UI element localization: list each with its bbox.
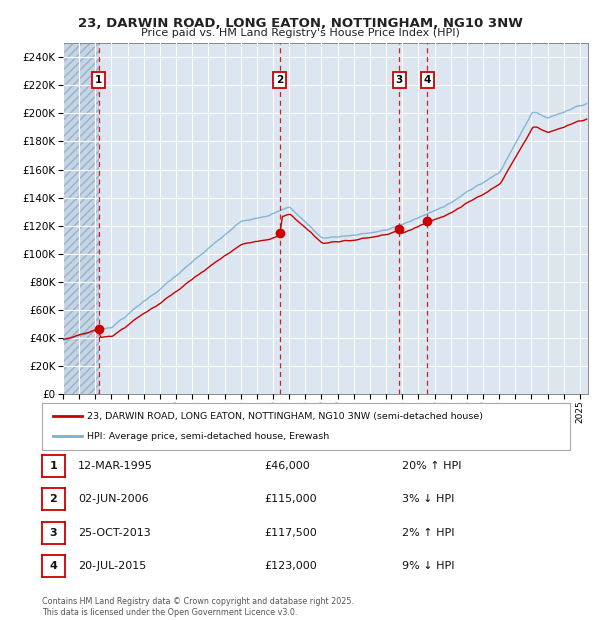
Text: 3: 3 <box>395 75 403 85</box>
Text: 3% ↓ HPI: 3% ↓ HPI <box>402 494 454 504</box>
Text: 1: 1 <box>95 75 103 85</box>
Text: 20-JUL-2015: 20-JUL-2015 <box>78 561 146 571</box>
Text: 4: 4 <box>49 561 58 571</box>
Text: £46,000: £46,000 <box>264 461 310 471</box>
Text: 1: 1 <box>50 461 57 471</box>
Text: Contains HM Land Registry data © Crown copyright and database right 2025.
This d: Contains HM Land Registry data © Crown c… <box>42 598 354 617</box>
Text: 23, DARWIN ROAD, LONG EATON, NOTTINGHAM, NG10 3NW (semi-detached house): 23, DARWIN ROAD, LONG EATON, NOTTINGHAM,… <box>87 412 483 420</box>
Text: 4: 4 <box>424 75 431 85</box>
Text: 2: 2 <box>50 494 57 504</box>
Text: £115,000: £115,000 <box>264 494 317 504</box>
Text: 23, DARWIN ROAD, LONG EATON, NOTTINGHAM, NG10 3NW: 23, DARWIN ROAD, LONG EATON, NOTTINGHAM,… <box>77 17 523 30</box>
Text: 12-MAR-1995: 12-MAR-1995 <box>78 461 153 471</box>
Text: 2% ↑ HPI: 2% ↑ HPI <box>402 528 455 538</box>
Bar <box>63 43 98 394</box>
Text: £123,000: £123,000 <box>264 561 317 571</box>
Text: HPI: Average price, semi-detached house, Erewash: HPI: Average price, semi-detached house,… <box>87 432 329 441</box>
Text: 3: 3 <box>50 528 57 538</box>
Text: 25-OCT-2013: 25-OCT-2013 <box>78 528 151 538</box>
Text: Price paid vs. HM Land Registry's House Price Index (HPI): Price paid vs. HM Land Registry's House … <box>140 28 460 38</box>
Text: 20% ↑ HPI: 20% ↑ HPI <box>402 461 461 471</box>
Text: 02-JUN-2006: 02-JUN-2006 <box>78 494 149 504</box>
Text: £117,500: £117,500 <box>264 528 317 538</box>
Text: 2: 2 <box>276 75 283 85</box>
Text: 9% ↓ HPI: 9% ↓ HPI <box>402 561 455 571</box>
